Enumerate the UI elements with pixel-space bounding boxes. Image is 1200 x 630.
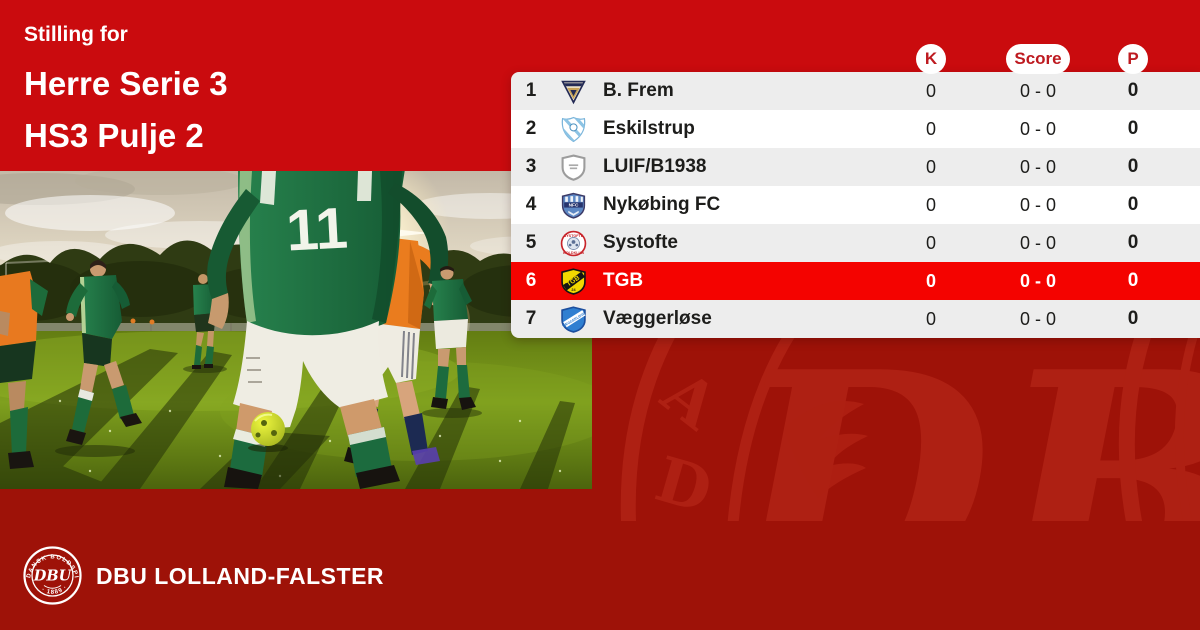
matches-played-value: 0: [925, 156, 936, 177]
team-name: Systofte: [603, 232, 678, 253]
table-row: 1 B. Frem 0 0 - 0 0: [511, 72, 1200, 110]
points-value: 0: [1127, 232, 1139, 253]
page-title-line1: Herre Serie 3: [24, 65, 228, 102]
column-badge-p: P: [1118, 44, 1148, 74]
title-block: Stilling for Herre Serie 3 HS3 Pulje 2: [24, 22, 228, 162]
team-name: TGB: [603, 270, 644, 291]
points-value: 0: [1127, 270, 1139, 291]
player-main: 11: [200, 171, 449, 489]
position-number: 2: [525, 118, 537, 139]
svg-text:· 1889 ·: · 1889 ·: [40, 584, 69, 596]
score-value: 0 - 0: [1019, 194, 1057, 215]
team-name: B. Frem: [603, 80, 674, 101]
team-logo-icon: [551, 192, 595, 219]
matches-played-value: 0: [925, 118, 936, 139]
column-badge-score: Score: [1006, 44, 1070, 74]
team-logo-icon: [551, 268, 595, 295]
position-number: 7: [525, 308, 537, 329]
dbu-crest-icon: DANSK BOLDSPIL UNION · 1889 · DBU: [22, 545, 82, 605]
football-photo: 11: [0, 171, 592, 489]
svg-text:D: D: [648, 442, 720, 521]
matches-played-value: 0: [925, 308, 936, 329]
table-row: 2 Eskilstrup 0 0 - 0 0: [511, 110, 1200, 148]
table-row: 6 TGB 0 0 - 0 0: [511, 262, 1200, 300]
team-logo-icon: [551, 78, 595, 105]
team-logo-icon: [551, 306, 595, 333]
points-value: 0: [1127, 80, 1139, 101]
svg-text:DBU: DBU: [33, 568, 73, 585]
matches-played-value: 0: [925, 270, 936, 291]
points-value: 0: [1127, 308, 1139, 329]
table-row: 5 Systofte 0 0 - 0 0: [511, 224, 1200, 262]
matches-played-value: 0: [925, 80, 936, 101]
position-number: 6: [525, 270, 537, 291]
team-logo-icon: [551, 116, 595, 143]
score-value: 0 - 0: [1019, 118, 1057, 139]
team-name: Nykøbing FC: [603, 194, 721, 215]
position-number: 5: [525, 232, 537, 253]
points-value: 0: [1127, 118, 1139, 139]
team-name: Eskilstrup: [603, 118, 695, 139]
svg-text:DBU: DBU: [723, 336, 1200, 521]
matches-played-value: 0: [925, 194, 936, 215]
organization-name: DBU LOLLAND-FALSTER: [96, 563, 385, 589]
svg-text:A: A: [648, 356, 732, 444]
team-name: Væggerløse: [603, 308, 712, 329]
table-row: 3 LUIF/B1938 0 0 - 0 0: [511, 148, 1200, 186]
score-value: 0 - 0: [1019, 308, 1057, 329]
table-row: 7 Væggerløse 0 0 - 0 0: [511, 300, 1200, 338]
football: [248, 412, 288, 452]
table-row: 4 Nykøbing FC 0 0 - 0 0: [511, 186, 1200, 224]
team-logo-icon: [551, 154, 595, 181]
position-number: 1: [525, 80, 537, 101]
page-title-line2: HS3 Pulje 2: [24, 117, 204, 154]
player-right: [422, 266, 482, 418]
points-value: 0: [1127, 156, 1139, 177]
eyebrow-text: Stilling for: [24, 23, 128, 46]
team-name: LUIF/B1938: [603, 156, 707, 177]
standings-table: 1 B. Frem 0 0 - 0 0 2 Eskilstrup 0 0 - 0…: [511, 72, 1200, 338]
player-left-edge: [0, 271, 48, 469]
column-badge-k: K: [916, 44, 946, 74]
position-number: 3: [525, 156, 537, 177]
score-value: 0 - 0: [1019, 80, 1057, 101]
score-value: 0 - 0: [1019, 270, 1057, 291]
team-logo-icon: [551, 230, 595, 257]
score-value: 0 - 0: [1019, 232, 1057, 253]
jersey-number: 11: [285, 195, 350, 263]
player-left: [55, 260, 142, 457]
matches-played-value: 0: [925, 232, 936, 253]
points-value: 0: [1127, 194, 1139, 215]
position-number: 4: [525, 194, 537, 215]
score-value: 0 - 0: [1019, 156, 1057, 177]
dbu-watermark-icon: A D DBU: [620, 336, 1200, 521]
